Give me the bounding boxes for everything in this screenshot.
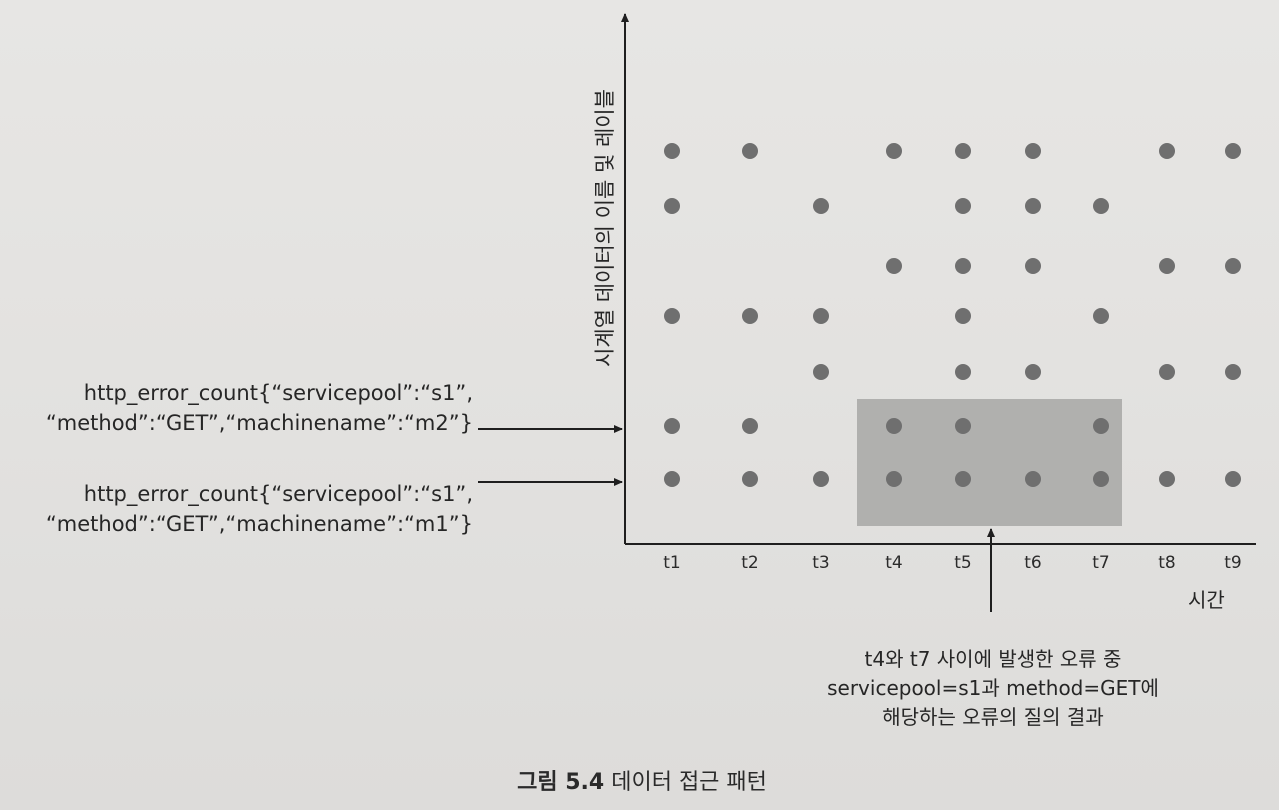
x-tick-label-t2: t2 <box>741 553 758 573</box>
data-point-row5-t9 <box>1225 364 1241 380</box>
data-point-row7-t8 <box>1159 471 1175 487</box>
query-annotation: t4와 t7 사이에 발생한 오류 중 servicepool=s1과 meth… <box>827 645 1159 732</box>
data-point-row7-t1 <box>664 471 680 487</box>
data-point-row3-t8 <box>1159 258 1175 274</box>
series-label-m1-line2: “method”:“GET”,“machinename”:“m1”} <box>45 512 473 536</box>
data-point-row7-t4 <box>886 471 902 487</box>
data-point-row1-t6 <box>1025 143 1041 159</box>
x-tick-label-t5: t5 <box>954 553 971 573</box>
data-point-row3-t6 <box>1025 258 1041 274</box>
data-point-row2-t5 <box>955 198 971 214</box>
data-point-row7-t9 <box>1225 471 1241 487</box>
data-point-row4-t2 <box>742 308 758 324</box>
series-label-m2-line1: http_error_count{“servicepool”:“s1”, <box>83 381 473 405</box>
x-tick-label-t3: t3 <box>812 553 829 573</box>
data-point-row6-t5 <box>955 418 971 434</box>
series-label-m2: http_error_count{“servicepool”:“s1”, “me… <box>46 378 473 438</box>
x-tick-label-t6: t6 <box>1024 553 1041 573</box>
x-tick-label-t9: t9 <box>1224 553 1241 573</box>
data-point-row3-t5 <box>955 258 971 274</box>
data-point-row6-t7 <box>1093 418 1109 434</box>
data-point-row2-t1 <box>664 198 680 214</box>
data-point-row4-t5 <box>955 308 971 324</box>
data-point-row3-t4 <box>886 258 902 274</box>
annotation-line2: servicepool=s1과 method=GET에 <box>827 676 1159 700</box>
data-point-row1-t2 <box>742 143 758 159</box>
data-point-row1-t5 <box>955 143 971 159</box>
data-point-row3-t9 <box>1225 258 1241 274</box>
x-axis-title: 시간 <box>1188 588 1225 612</box>
series-label-m1: http_error_count{“servicepool”:“s1”, “me… <box>46 479 473 539</box>
data-point-row1-t9 <box>1225 143 1241 159</box>
highlight-region <box>857 399 1122 526</box>
data-point-row4-t1 <box>664 308 680 324</box>
data-point-row6-t2 <box>742 418 758 434</box>
x-tick-label-t4: t4 <box>885 553 902 573</box>
x-tick-label-t7: t7 <box>1092 553 1109 573</box>
figure-title: 데이터 접근 패턴 <box>611 770 767 795</box>
data-point-row5-t3 <box>813 364 829 380</box>
data-point-row6-t1 <box>664 418 680 434</box>
data-point-row5-t5 <box>955 364 971 380</box>
data-point-row1-t1 <box>664 143 680 159</box>
annotation-line1: t4와 t7 사이에 발생한 오류 중 <box>864 647 1122 671</box>
figure-caption: 그림 5.4 데이터 접근 패턴 <box>517 764 767 796</box>
figure-number: 그림 5.4 <box>517 770 605 795</box>
x-tick-label-t8: t8 <box>1158 553 1175 573</box>
data-point-row7-t3 <box>813 471 829 487</box>
data-point-row7-t2 <box>742 471 758 487</box>
data-point-row5-t6 <box>1025 364 1041 380</box>
data-point-row6-t4 <box>886 418 902 434</box>
data-point-row2-t7 <box>1093 198 1109 214</box>
series-label-m2-line2: “method”:“GET”,“machinename”:“m2”} <box>45 411 473 435</box>
data-point-row4-t7 <box>1093 308 1109 324</box>
data-point-row7-t7 <box>1093 471 1109 487</box>
data-point-row5-t8 <box>1159 364 1175 380</box>
x-tick-label-t1: t1 <box>663 553 680 573</box>
y-axis-title: 시계열 데이터의 이름 및 레이블 <box>593 89 617 367</box>
data-point-row1-t4 <box>886 143 902 159</box>
data-point-row7-t6 <box>1025 471 1041 487</box>
data-point-row4-t3 <box>813 308 829 324</box>
data-point-row1-t8 <box>1159 143 1175 159</box>
data-point-row2-t6 <box>1025 198 1041 214</box>
series-label-m1-line1: http_error_count{“servicepool”:“s1”, <box>83 482 473 506</box>
data-point-row7-t5 <box>955 471 971 487</box>
annotation-line3: 해당하는 오류의 질의 결과 <box>882 705 1104 729</box>
data-point-row2-t3 <box>813 198 829 214</box>
